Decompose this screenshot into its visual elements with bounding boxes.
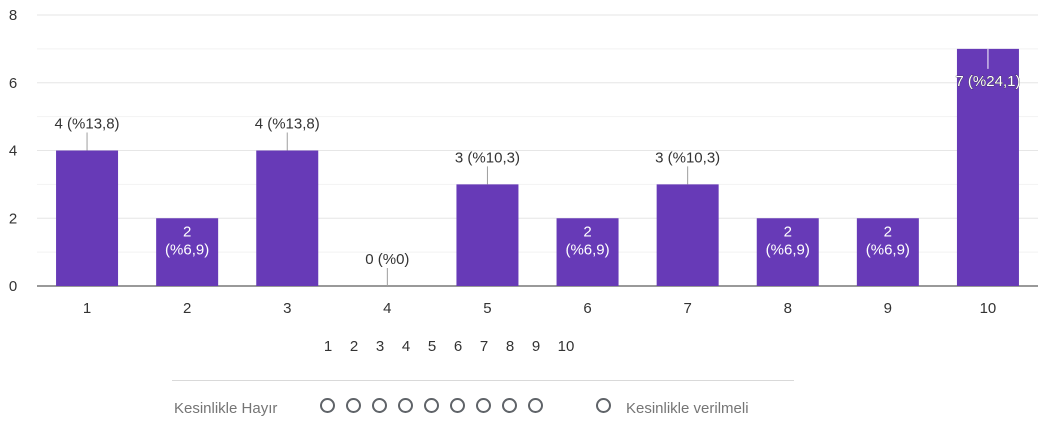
data-label: 7 (%24,1) <box>955 73 1020 90</box>
x-tick-label: 1 <box>83 300 91 317</box>
data-label: 2 (%6,9) <box>565 223 609 258</box>
data-label: 3 (%10,3) <box>455 149 520 166</box>
scale-max-label: Kesinlikle verilmeli <box>626 400 749 417</box>
x-tick-label: 9 <box>884 300 892 317</box>
bar <box>656 184 719 286</box>
bar <box>256 150 319 286</box>
divider <box>172 380 794 381</box>
data-label: 4 (%13,8) <box>255 116 320 133</box>
bar <box>756 218 819 286</box>
x-tick-label: 4 <box>383 300 391 317</box>
bar <box>856 218 919 286</box>
linear-scale-row: Kesinlikle Hayır Kesinlikle verilmeli <box>0 392 1038 422</box>
data-label: 0 (%0) <box>365 251 409 268</box>
bar <box>556 218 619 286</box>
data-label-line: (%6,9) <box>866 241 910 258</box>
y-tick-label: 0 <box>9 278 17 295</box>
data-label: 4 (%13,8) <box>55 116 120 133</box>
radio-option-5[interactable] <box>424 398 439 413</box>
data-label-line: (%6,9) <box>165 241 209 258</box>
scale-number: 8 <box>505 338 515 355</box>
bar <box>956 48 1019 286</box>
radio-option-9[interactable] <box>528 398 543 413</box>
data-label-line: (%6,9) <box>766 241 810 258</box>
x-tick-label: 7 <box>683 300 691 317</box>
x-tick-label: 8 <box>784 300 792 317</box>
bar <box>456 184 519 286</box>
radio-option-2[interactable] <box>346 398 361 413</box>
scale-number: 9 <box>531 338 541 355</box>
radio-option-10[interactable] <box>596 398 611 413</box>
x-tick-label: 2 <box>183 300 191 317</box>
x-tick-label: 5 <box>483 300 491 317</box>
y-tick-label: 4 <box>9 143 17 160</box>
bar <box>56 150 119 286</box>
scale-number: 4 <box>401 338 411 355</box>
scale-number: 2 <box>349 338 359 355</box>
radio-option-3[interactable] <box>372 398 387 413</box>
scale-number-row: 1 2 3 4 5 6 7 8 9 10 <box>0 338 1038 362</box>
bar <box>156 218 219 286</box>
radio-option-7[interactable] <box>476 398 491 413</box>
radio-option-1[interactable] <box>320 398 335 413</box>
scale-min-label: Kesinlikle Hayır <box>174 400 278 417</box>
scale-number: 5 <box>427 338 437 355</box>
x-tick-label: 6 <box>583 300 591 317</box>
scale-number: 3 <box>375 338 385 355</box>
scale-number: 7 <box>479 338 489 355</box>
data-label-line: (%6,9) <box>565 241 609 258</box>
radio-option-8[interactable] <box>502 398 517 413</box>
scale-number: 10 <box>557 338 575 355</box>
radio-option-6[interactable] <box>450 398 465 413</box>
x-tick-label: 3 <box>283 300 291 317</box>
bar-chart: 0 2 4 6 8 1 4 (%13,8) 2 2 (%6,9) 3 4 (%13,8) 4 0 (%0)… <box>9 7 1038 317</box>
x-tick-label: 10 <box>980 300 997 317</box>
scale-number: 6 <box>453 338 463 355</box>
y-tick-label: 8 <box>9 7 17 24</box>
y-tick-label: 2 <box>9 210 17 227</box>
radio-option-4[interactable] <box>398 398 413 413</box>
y-tick-label: 6 <box>9 75 17 92</box>
scale-number: 1 <box>323 338 333 355</box>
data-label: 3 (%10,3) <box>655 149 720 166</box>
